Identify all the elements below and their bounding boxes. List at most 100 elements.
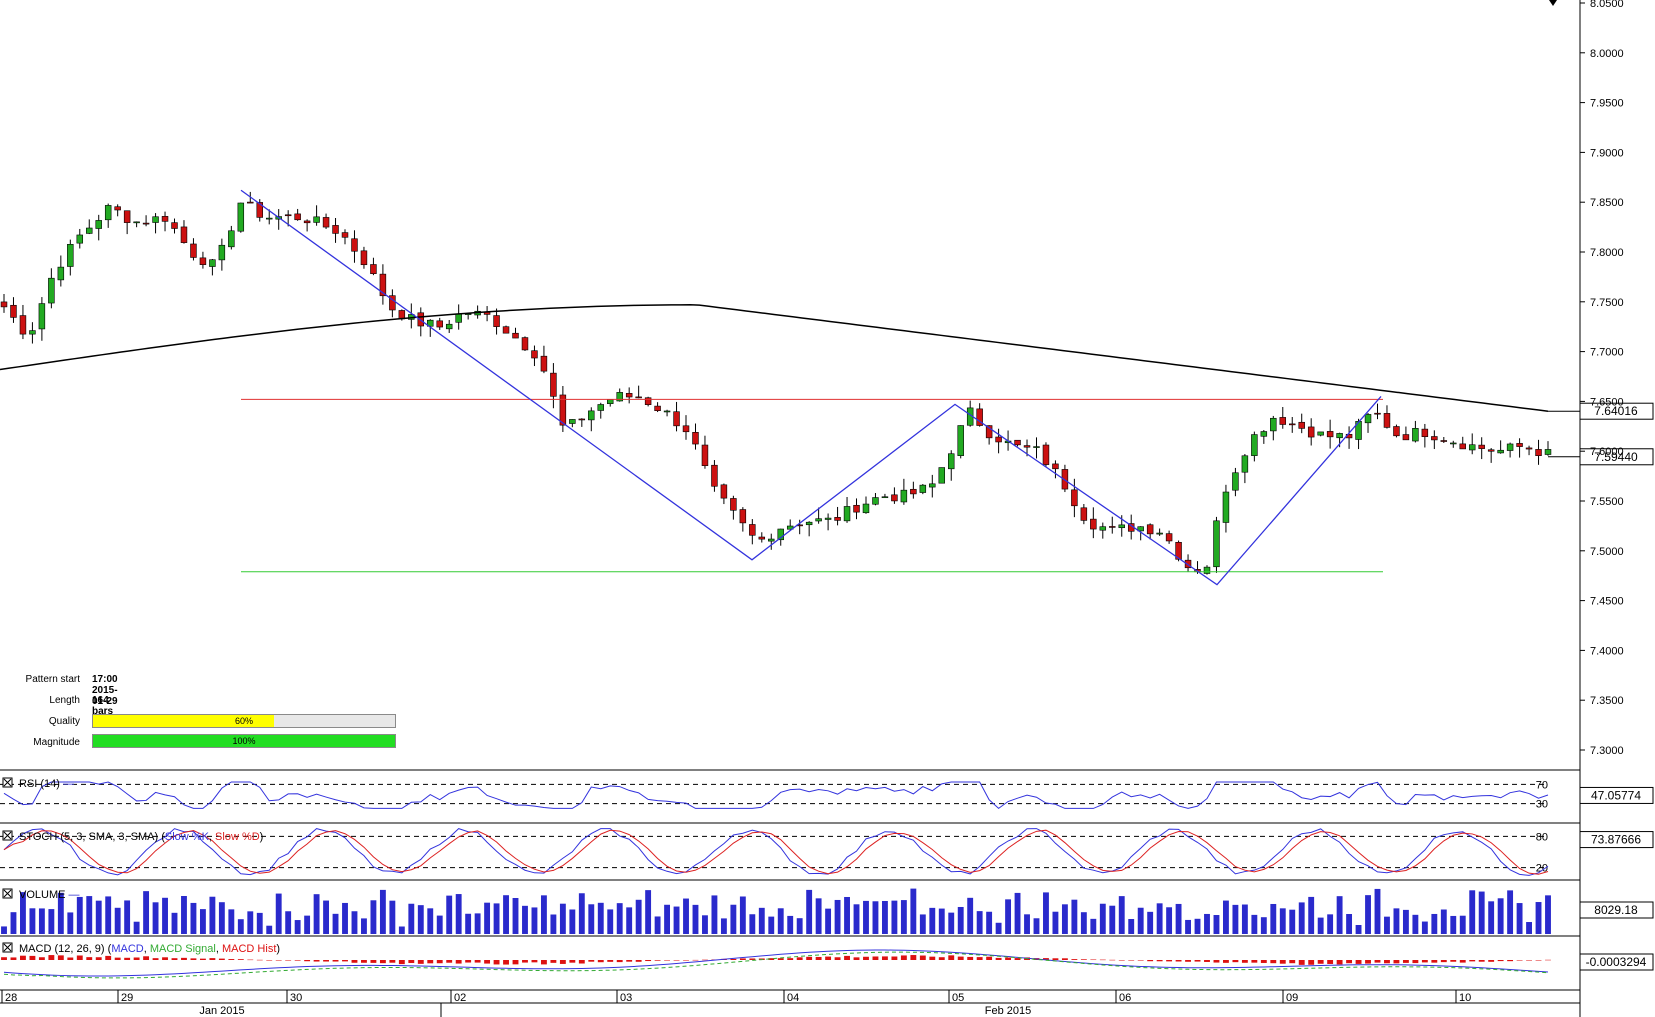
panel-title-part: , <box>216 943 222 955</box>
macd-hist-bar <box>1431 960 1438 963</box>
panel-title-part: ) <box>260 831 264 843</box>
macd-hist-bar <box>1080 959 1087 960</box>
pattern-start-label: Pattern start <box>25 674 80 685</box>
macd-hist-bar <box>1308 960 1315 965</box>
volume-bar <box>825 908 832 934</box>
macd-value-label: -0.0003294 <box>1586 955 1647 969</box>
volume-bar <box>1450 915 1457 934</box>
candle-body <box>123 210 131 223</box>
volume-bar <box>1535 902 1542 934</box>
volume-bar <box>1421 921 1428 934</box>
candle-body <box>1251 434 1258 456</box>
macd-hist-bar <box>957 956 964 960</box>
macd-hist-bar <box>730 958 737 960</box>
macd-hist-bar <box>1279 960 1286 964</box>
candle-body <box>1146 524 1154 535</box>
volume-bar <box>1147 911 1154 934</box>
candle-body <box>265 217 273 220</box>
candle-body <box>1336 433 1343 439</box>
panel-title-part: Slow %D <box>215 831 260 843</box>
volume-bar <box>1090 918 1097 934</box>
macd-hist-bar <box>815 956 822 960</box>
volume-bar <box>408 903 415 934</box>
volume-bar <box>863 900 869 934</box>
candle-body <box>0 301 8 308</box>
price-tag-box <box>1579 402 1654 420</box>
volume-bar <box>323 900 329 934</box>
volume-bar <box>1043 892 1049 934</box>
level-label: 70 <box>1536 779 1548 791</box>
macd-hist-bar <box>1440 960 1447 963</box>
candle-body <box>948 453 955 470</box>
candle-body <box>938 467 946 484</box>
candle-body <box>493 315 500 327</box>
candle-body <box>588 410 595 421</box>
macd-hist-bar <box>152 958 159 960</box>
candle-body <box>379 273 387 297</box>
volume-bar <box>1241 904 1248 934</box>
panel-close-icon-cross <box>3 943 12 952</box>
candle-body <box>512 332 519 339</box>
volume-bar <box>1099 903 1106 934</box>
candle-body <box>29 330 36 335</box>
volume-bar <box>228 909 235 934</box>
candle-body <box>67 243 74 267</box>
volume-bar <box>474 913 481 934</box>
candle-body <box>597 404 604 411</box>
candle-body <box>1213 520 1220 568</box>
candle-body <box>910 488 917 495</box>
volume-bar <box>493 903 500 934</box>
candle-body <box>1080 507 1088 521</box>
macd-hist-bar <box>199 958 206 960</box>
macd-hist-bar <box>1061 958 1068 960</box>
macd-hist-bar <box>967 956 974 960</box>
candle-body <box>711 464 718 487</box>
price-tick-label: 8.0500 <box>1590 0 1624 10</box>
volume-bar <box>1061 904 1068 934</box>
volume-bar <box>1374 888 1381 934</box>
panel-title: RSI (14) — <box>19 778 74 790</box>
candle-body <box>824 517 832 520</box>
macd-hist-bar <box>1545 959 1551 961</box>
candle-body <box>578 418 586 421</box>
candle-body <box>303 220 311 224</box>
panel-title-part: , <box>144 943 150 955</box>
macd-hist-bar <box>1535 960 1542 961</box>
candle-body <box>862 503 870 514</box>
volume-bar <box>162 897 168 934</box>
candle-body <box>427 319 434 327</box>
macd-hist-bar <box>1052 958 1059 960</box>
volume-bar <box>588 904 595 934</box>
candle-body <box>682 425 690 433</box>
macd-hist-bar <box>1 957 7 960</box>
macd-hist-bar <box>1241 960 1248 963</box>
price-tag-box <box>1579 448 1654 466</box>
indicator-value-box <box>1579 831 1654 849</box>
macd-hist-bar <box>143 956 150 960</box>
volume-bar <box>1355 925 1362 934</box>
candle-body <box>1014 439 1021 446</box>
pattern-zigzag <box>240 189 1382 586</box>
length-value: 164 bars <box>92 695 114 717</box>
candle-body <box>1156 532 1163 535</box>
macd-hist-bar <box>1478 960 1485 962</box>
candle-body <box>1175 541 1182 560</box>
candle-body <box>929 483 936 488</box>
macd-hist-bar <box>20 955 26 960</box>
volume-bar <box>1109 905 1116 934</box>
volume-bar <box>872 901 879 934</box>
volume-bar <box>10 912 17 934</box>
stoch-value-label: 73.87666 <box>1591 833 1641 847</box>
candle-body <box>1383 413 1391 428</box>
price-tick-label: 7.5000 <box>1590 546 1624 558</box>
volume-bar <box>1204 913 1210 934</box>
macd-hist-bar <box>323 960 329 962</box>
volume-bar <box>48 909 55 934</box>
day-label: 29 <box>121 992 133 1004</box>
volume-bar <box>124 900 131 934</box>
panel-title-part: STOCH (5, 3, SMA, 3, SMA) ( <box>19 831 165 843</box>
candle-body <box>247 201 254 204</box>
macd-hist-bar <box>1289 960 1296 964</box>
volume-bar <box>1185 919 1191 934</box>
candle-body <box>1042 444 1050 465</box>
